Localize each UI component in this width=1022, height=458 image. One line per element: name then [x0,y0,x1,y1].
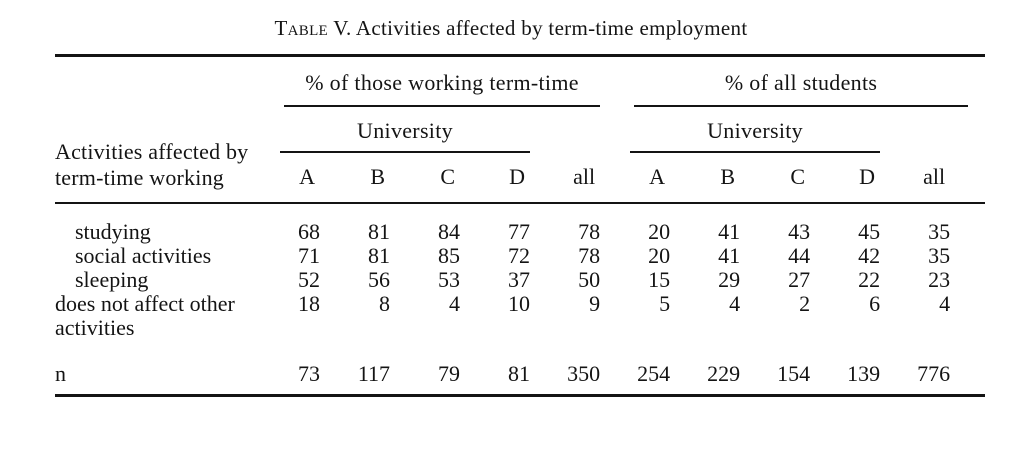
cell-value: 45 [858,219,881,244]
cell-value: 4 [939,291,951,316]
stub-header-line1: Activities affected by [55,139,249,164]
table-row: does not affect other 18 8 4 10 9 5 4 2 6 4 [55,292,985,316]
column-letter-row: A B C D all A B C D all [55,153,986,204]
cell-value: 4 [729,291,741,316]
table-row: social activities 71 81 85 72 78 20 41 44 42 35 [55,244,985,268]
cell-value: 84 [438,219,460,244]
column-letter: B [670,153,741,204]
column-letter: D [460,153,530,204]
cell-value: 35 [928,243,951,268]
table-caption: Table V. Activities affected by term-tim… [0,0,1022,42]
column-letter: A [600,153,671,204]
column-letter: all [530,153,601,204]
row-label: n [55,340,250,397]
cell-value: 4 [449,291,460,316]
row-label: social activities [75,243,212,268]
cell-value: 2 [799,291,811,316]
group2-title: % of all students [634,57,969,107]
row-label: does not affect other [55,291,235,316]
cell-value: 42 [858,243,881,268]
column-letter: D [810,153,881,204]
column-letter: A [250,153,320,204]
cell-value: 229 [670,340,741,397]
table-header: Activities affected by term-time working… [55,55,986,204]
subheader-spacer [530,107,600,153]
cell-value: 72 [508,243,530,268]
subheader-cell: University [600,107,881,153]
cell-value: 81 [368,219,390,244]
cell-value: 29 [718,267,741,292]
column-letter: all [880,153,986,204]
cell-value: 43 [788,219,811,244]
cell-value: 78 [578,219,601,244]
cell-value: 117 [320,340,390,397]
cell-value: 20 [648,219,671,244]
cell-value: 52 [298,267,320,292]
table-row: sleeping 52 56 53 37 50 15 29 27 22 23 [55,268,985,292]
subheader-cell: University [250,107,530,153]
cell-value: 776 [880,340,986,397]
cell-value: 22 [858,267,881,292]
group-header-cell: % of those working term-time [250,56,601,107]
cell-value: 78 [578,243,601,268]
group1-university-label: University [280,107,530,153]
group1-title: % of those working term-time [284,57,601,107]
cell-value: 77 [508,219,530,244]
cell-value: 68 [298,219,320,244]
table-body: studying 68 81 84 77 78 20 41 43 45 35 social activ… [55,203,986,397]
cell-value: 8 [379,291,390,316]
table-row: studying 68 81 84 77 78 20 41 43 45 35 [55,203,985,244]
cell-value: 154 [740,340,811,397]
cell-value: 20 [648,243,671,268]
cell-value: 50 [578,267,601,292]
caption-text: V. Activities affected by term-time empl… [333,16,748,40]
cell-value: 85 [438,243,460,268]
column-letter: B [320,153,390,204]
cell-value: 139 [810,340,881,397]
cell-value: 81 [368,243,390,268]
cell-value: 35 [928,219,951,244]
group-header-row: Activities affected by term-time working… [55,55,985,204]
table-footer-row: n 73 117 79 81 350 254 229 154 139 776 [55,340,986,397]
cell-value: 41 [718,243,741,268]
subheader-spacer [880,107,985,153]
cell-value: 56 [368,267,390,292]
cell-value: 5 [659,291,671,316]
activities-table: Activities affected by term-time working… [55,54,986,397]
row-label: studying [75,219,151,244]
row-label: sleeping [75,267,149,292]
cell-value: 15 [648,267,671,292]
group2-university-label: University [630,107,881,153]
stub-header-line2: term-time working [55,165,224,190]
table-row-continuation: activities [55,316,985,340]
caption-table-word: Table [274,16,329,40]
cell-value: 37 [508,267,530,292]
row-label-continuation: activities [55,315,135,340]
stub-header: Activities affected by term-time working [55,55,250,204]
subheader-row: University University [55,107,985,153]
cell-value: 6 [869,291,881,316]
cell-value: 81 [460,340,530,397]
cell-value: 23 [928,267,951,292]
cell-value: 18 [298,291,320,316]
column-letter: C [740,153,811,204]
cell-value: 71 [298,243,320,268]
cell-value: 9 [589,291,601,316]
group-header-cell: % of all students [600,56,985,107]
empty-cells [250,316,985,340]
cell-value: 79 [390,340,460,397]
cell-value: 53 [438,267,460,292]
cell-value: 41 [718,219,741,244]
column-letter: C [390,153,460,204]
cell-value: 73 [250,340,320,397]
cell-value: 44 [788,243,811,268]
cell-value: 350 [530,340,601,397]
cell-value: 10 [508,291,530,316]
cell-value: 27 [788,267,811,292]
cell-value: 254 [600,340,671,397]
